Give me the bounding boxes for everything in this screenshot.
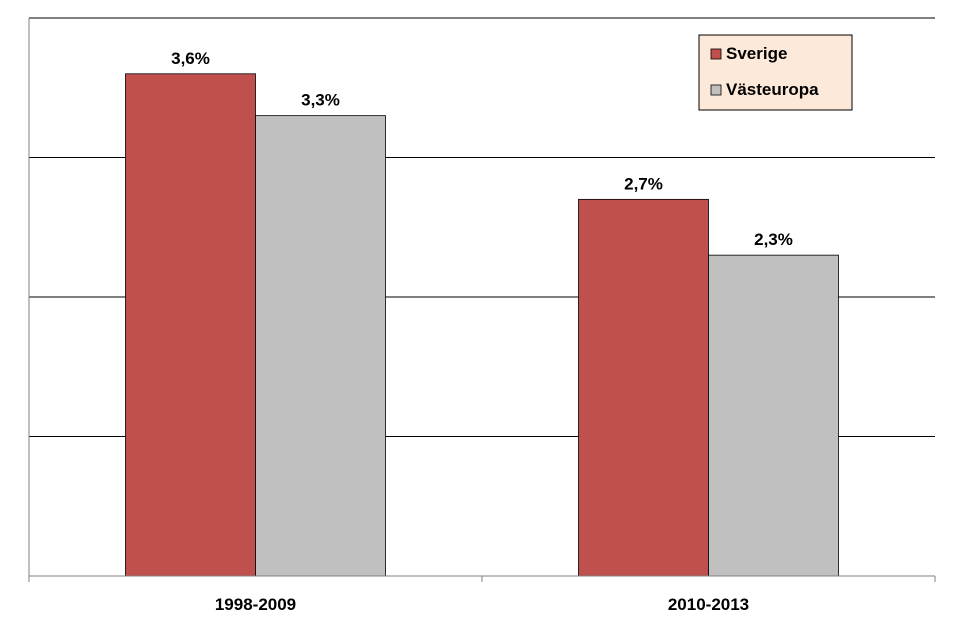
data-label: 2,3% — [754, 230, 793, 249]
x-tick-label: 1998-2009 — [215, 595, 296, 614]
legend-swatch-sverige — [710, 48, 722, 60]
x-tick-label: 2010-2013 — [668, 595, 749, 614]
bar-v-steuropa-1 — [708, 254, 839, 577]
bar-sverige-0 — [125, 73, 256, 577]
legend: Sverige Västeuropa — [698, 34, 853, 111]
legend-swatch-vasteuropa — [710, 84, 722, 96]
legend-box — [698, 34, 853, 111]
data-label: 2,7% — [624, 174, 663, 193]
bar-v-steuropa-0 — [255, 115, 386, 577]
x-axis: 1998-2009 2010-2013 — [28, 575, 936, 614]
data-label: 3,6% — [171, 49, 210, 68]
legend-label-sverige: Sverige — [726, 44, 787, 63]
bars: 3,6% 3,3% 2,7% 2,3% — [125, 49, 839, 577]
bar-sverige-1 — [578, 198, 709, 577]
legend-label-vasteuropa: Västeuropa — [726, 80, 819, 99]
data-label: 3,3% — [301, 91, 340, 110]
